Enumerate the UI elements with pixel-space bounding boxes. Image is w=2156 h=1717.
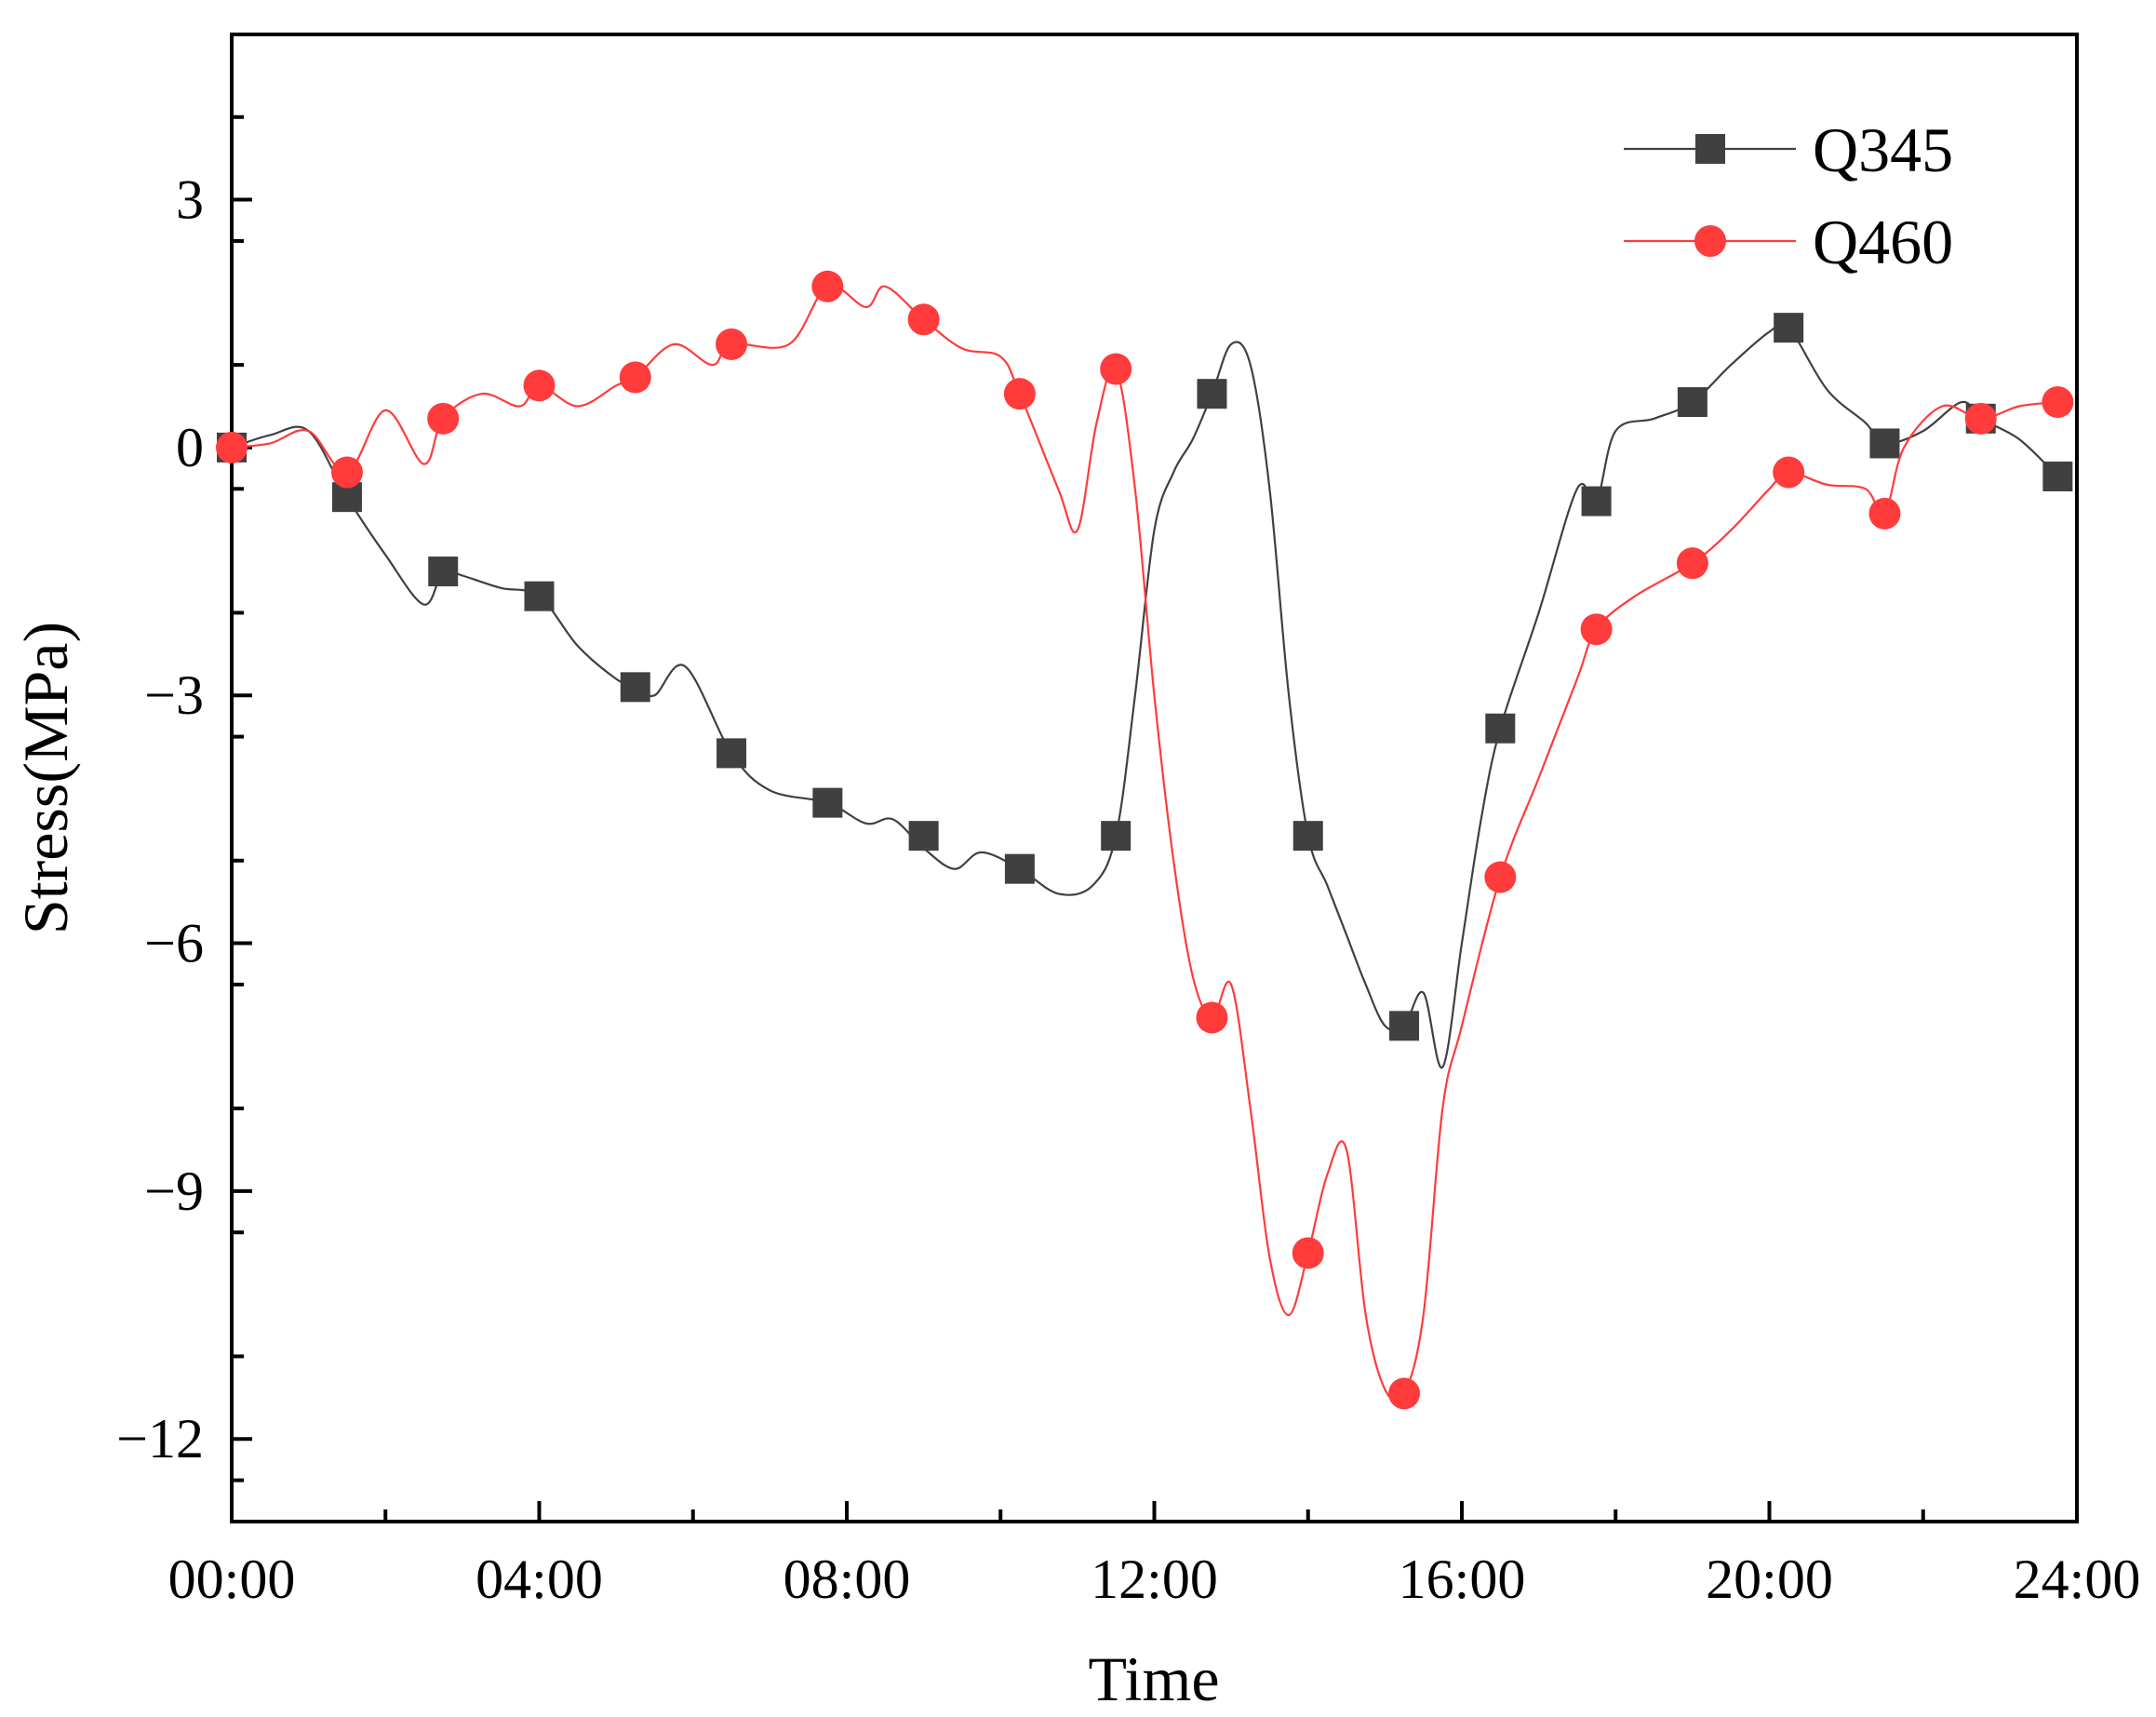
y-axis-title: Stress(MPa) bbox=[10, 622, 81, 934]
q345-point bbox=[1197, 379, 1227, 409]
q460-point bbox=[907, 303, 940, 336]
q345-point bbox=[1581, 486, 1612, 516]
q460-point bbox=[619, 361, 651, 394]
q460-point bbox=[523, 369, 556, 402]
q460-point bbox=[1388, 1377, 1421, 1410]
q460-point bbox=[1580, 613, 1613, 646]
x-tick-label: 00:00 bbox=[168, 1549, 296, 1610]
q460-point bbox=[2042, 386, 2074, 419]
plot-area bbox=[216, 270, 2074, 1410]
q345-point bbox=[1677, 387, 1707, 418]
q345-point bbox=[1004, 853, 1035, 884]
legend-q460-marker bbox=[1694, 225, 1726, 257]
x-tick-label: 12:00 bbox=[1091, 1549, 1218, 1610]
x-tick-label: 04:00 bbox=[475, 1549, 603, 1610]
x-tick-label: 16:00 bbox=[1399, 1549, 1526, 1610]
y-tick-label: −9 bbox=[144, 1160, 204, 1222]
q460-point bbox=[1964, 402, 1997, 435]
q460-line bbox=[231, 284, 2058, 1402]
legend: Q345 Q460 bbox=[1624, 114, 1953, 277]
q345-point bbox=[2042, 461, 2073, 491]
q460-point bbox=[216, 431, 248, 463]
q345-point bbox=[1485, 713, 1516, 744]
q345-point bbox=[1774, 313, 1804, 343]
q460-point bbox=[1773, 456, 1805, 489]
y-tick-label: −3 bbox=[144, 664, 204, 726]
q460-point bbox=[716, 328, 748, 360]
legend-q345-label: Q345 bbox=[1813, 114, 1953, 185]
legend-q460-label: Q460 bbox=[1813, 207, 1953, 277]
series-q345 bbox=[217, 313, 2073, 1069]
q460-point bbox=[330, 456, 363, 489]
q460-point bbox=[1292, 1237, 1324, 1269]
legend-q345-marker bbox=[1695, 134, 1725, 164]
x-tick-label: 08:00 bbox=[783, 1549, 911, 1610]
q460-point bbox=[1003, 378, 1036, 410]
q460-point bbox=[1100, 353, 1132, 385]
q345-line bbox=[231, 322, 2059, 1069]
x-tick-label: 20:00 bbox=[1706, 1549, 1833, 1610]
q460-point bbox=[1868, 497, 1901, 530]
y-tick-label: 0 bbox=[176, 417, 204, 478]
q460-point bbox=[427, 402, 460, 435]
y-tick-label: 3 bbox=[176, 169, 204, 231]
q345-point bbox=[716, 738, 747, 769]
x-axis-title: Time bbox=[1088, 1643, 1219, 1714]
series-q460 bbox=[216, 270, 2074, 1410]
axes: 00:00 04:00 08:00 12:00 16:00 20:00 24:00 3 0 −3 −… bbox=[116, 114, 2141, 1610]
q345-point bbox=[1292, 821, 1323, 852]
q345-point bbox=[812, 787, 843, 818]
q460-point bbox=[1196, 1001, 1228, 1034]
q345-point bbox=[1101, 821, 1132, 852]
q460-point bbox=[1484, 861, 1517, 893]
q345-point bbox=[1389, 1011, 1420, 1041]
q345-point bbox=[428, 557, 459, 587]
plot-frame bbox=[230, 33, 2079, 1523]
y-tick-label: −6 bbox=[144, 913, 204, 974]
q345-point bbox=[1869, 428, 1900, 459]
q345-point bbox=[908, 821, 939, 852]
q345-point bbox=[524, 581, 555, 611]
q345-point bbox=[620, 672, 650, 703]
q460-point bbox=[811, 270, 844, 302]
y-tick-label: −12 bbox=[116, 1408, 204, 1469]
x-tick-label: 24:00 bbox=[2014, 1549, 2141, 1610]
q460-point bbox=[1676, 547, 1708, 580]
